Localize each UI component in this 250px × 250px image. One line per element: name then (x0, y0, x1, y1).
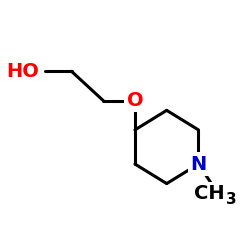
Text: N: N (190, 154, 206, 174)
Text: 3: 3 (226, 192, 237, 207)
Text: HO: HO (6, 62, 39, 81)
Text: CH: CH (194, 184, 225, 203)
Text: O: O (127, 91, 143, 110)
